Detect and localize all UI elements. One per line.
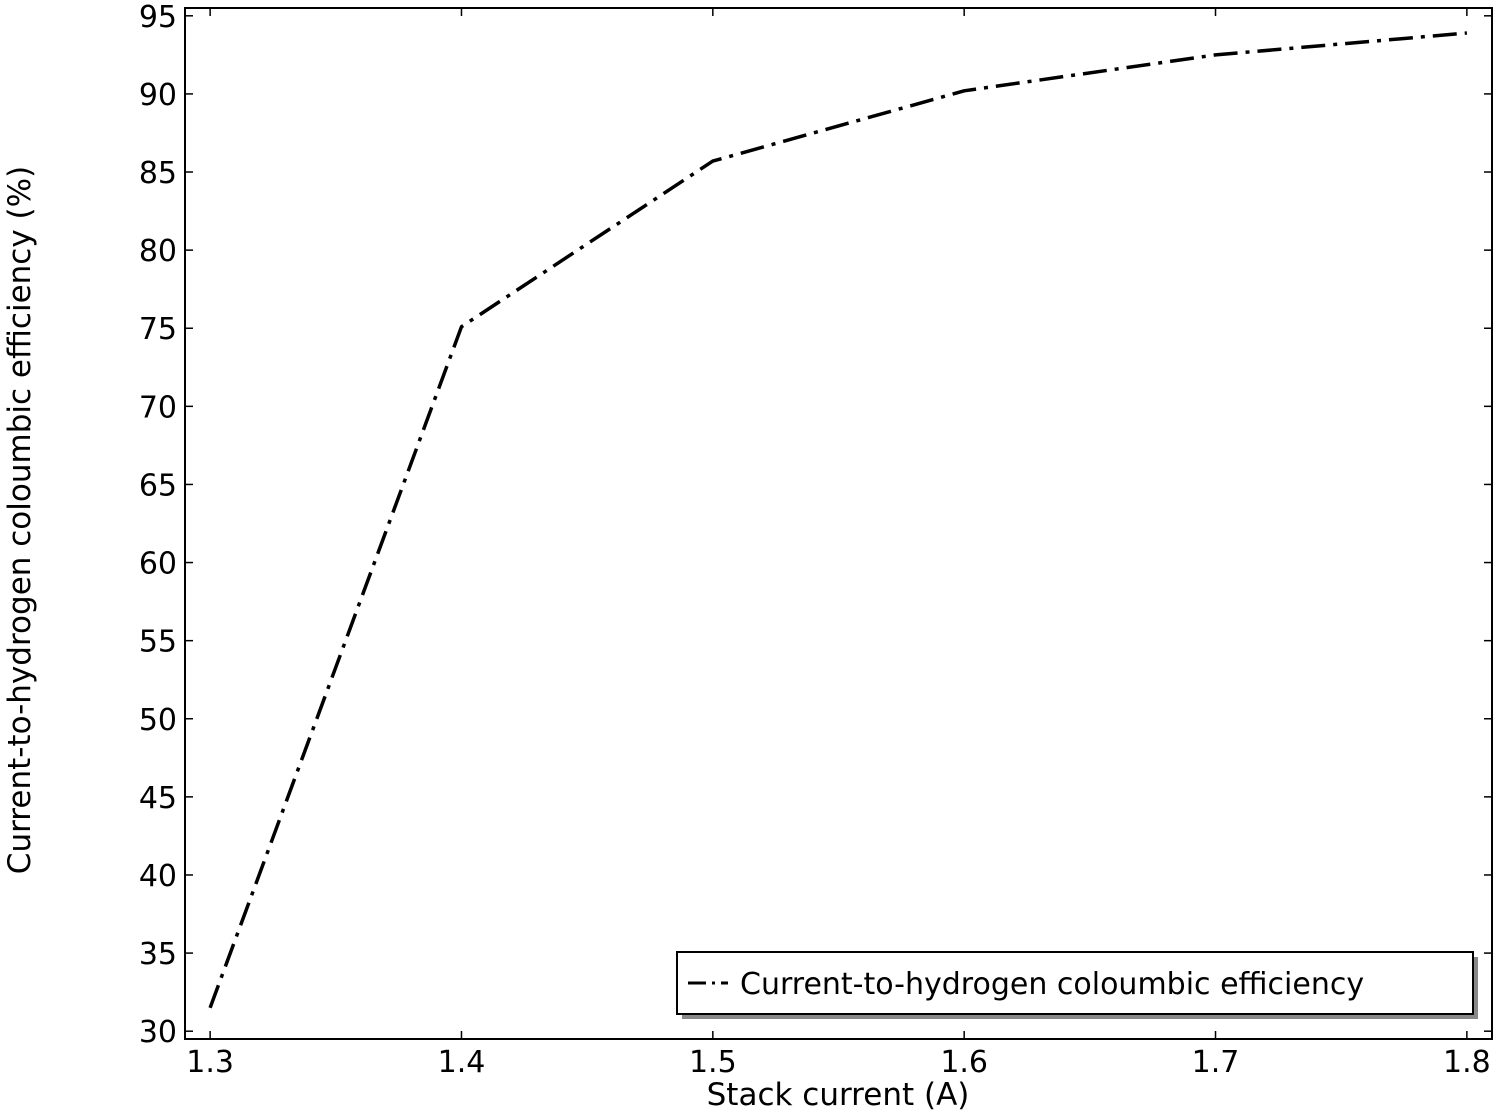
x-axis-label: Stack current (A) [707, 1077, 970, 1113]
y-tick-label: 65 [139, 468, 177, 503]
legend-box [676, 951, 1474, 1015]
y-tick-labels: 30 35 40 45 50 55 60 65 70 75 80 85 90 95 [139, 0, 177, 1050]
y-tick-label: 70 [139, 390, 177, 425]
x-tick-label: 1.5 [689, 1045, 737, 1080]
legend: Current-to-hydrogen coloumbic efficiency [676, 951, 1478, 1019]
y-tick-label: 95 [139, 0, 177, 35]
y-tick-label: 40 [139, 859, 177, 894]
x-tick-labels: 1.3 1.4 1.5 1.6 1.7 1.8 [186, 1045, 1490, 1080]
y-tick-label: 90 [139, 78, 177, 113]
x-tick-label: 1.7 [1192, 1045, 1240, 1080]
x-tick-label: 1.3 [186, 1045, 234, 1080]
y-tick-label: 45 [139, 781, 177, 816]
x-tick-label: 1.8 [1443, 1045, 1491, 1080]
x-tick-label: 1.6 [940, 1045, 988, 1080]
y-tick-label: 75 [139, 312, 177, 347]
plot-frame [184, 7, 1493, 1040]
y-tick-label: 60 [139, 547, 177, 582]
y-tick-label: 85 [139, 156, 177, 191]
y-axis-label: Current-to-hydrogen coloumbic efficiency… [2, 166, 38, 874]
y-tick-label: 35 [139, 937, 177, 972]
x-tick-label: 1.4 [438, 1045, 486, 1080]
y-tick-label: 55 [139, 625, 177, 660]
legend-entry-label: Current-to-hydrogen coloumbic efficiency [740, 967, 1364, 1002]
y-tick-label: 30 [139, 1015, 177, 1050]
series-line-0 [208, 31, 1468, 1009]
axis-ticks [185, 8, 1492, 1039]
series-layer [208, 31, 1468, 1009]
y-tick-label: 50 [139, 703, 177, 738]
y-tick-label: 80 [139, 234, 177, 269]
